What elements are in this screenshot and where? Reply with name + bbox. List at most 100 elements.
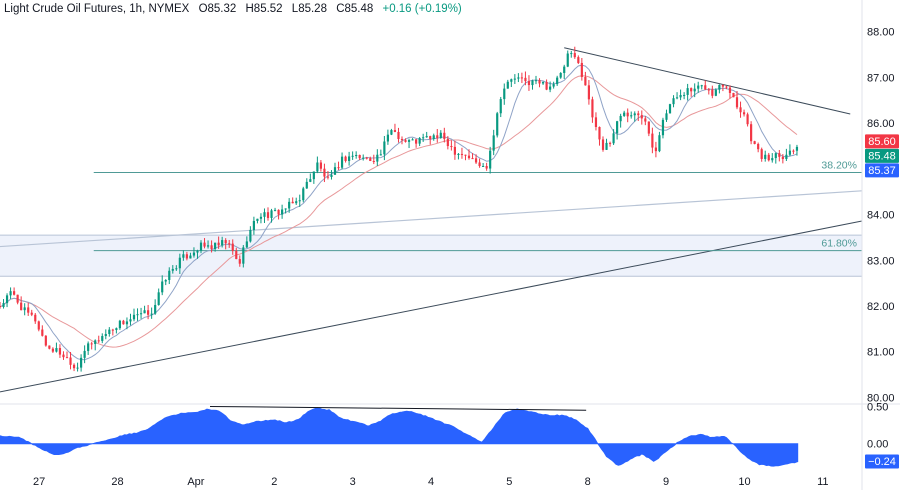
- candle-body: [665, 113, 668, 120]
- candle-body: [5, 295, 9, 304]
- candle-body: [795, 146, 799, 151]
- oscillator-divergence-line[interactable]: [210, 405, 587, 411]
- price-label-text: 85.37: [868, 165, 896, 177]
- candle-body: [616, 121, 619, 134]
- candle-body: [118, 320, 121, 329]
- candle-body: [771, 158, 774, 161]
- trendline[interactable]: [0, 220, 863, 393]
- time-axis-tick: 9: [663, 476, 669, 488]
- candle-body: [718, 84, 721, 90]
- candle-body: [302, 188, 305, 201]
- candle-body: [263, 212, 266, 217]
- candle-body: [13, 291, 16, 295]
- candle-body: [474, 158, 478, 163]
- price-label-box: [865, 163, 899, 178]
- candle-body: [288, 201, 291, 209]
- candle-body: [742, 112, 746, 115]
- candle-body: [125, 321, 129, 325]
- candle-body: [62, 354, 65, 358]
- candle-body: [517, 77, 520, 79]
- candle-body: [506, 81, 509, 89]
- candle-body: [411, 139, 414, 141]
- candle-body: [266, 212, 270, 218]
- candle-body: [591, 99, 594, 118]
- candle-body: [489, 150, 492, 169]
- upper-channel-line[interactable]: [0, 190, 863, 248]
- candle-body: [199, 242, 203, 251]
- candle-body: [9, 291, 12, 296]
- candle-body: [746, 114, 749, 125]
- candle-body: [386, 134, 389, 142]
- candle-body: [686, 88, 689, 95]
- price-axis-tick: 81.00: [867, 347, 895, 359]
- candle-body: [358, 155, 361, 159]
- candle-body: [605, 142, 608, 150]
- candle-body: [446, 138, 449, 147]
- candle-body: [672, 98, 675, 105]
- candle-body: [397, 131, 400, 139]
- candle-body: [206, 245, 210, 247]
- candle-body: [348, 156, 351, 161]
- candle-body: [598, 126, 601, 140]
- candle-body: [217, 242, 220, 246]
- candle-body: [228, 243, 231, 245]
- candle-body: [601, 139, 605, 150]
- time-axis-tick: 10: [738, 476, 750, 488]
- candle-body: [630, 115, 633, 117]
- candle-body: [750, 124, 753, 142]
- candle-body: [372, 161, 375, 163]
- time-axis-tick: 8: [585, 476, 591, 488]
- candle-body: [69, 357, 72, 365]
- candle-body: [55, 348, 58, 352]
- candle-body: [594, 117, 598, 127]
- candle-body: [675, 97, 679, 99]
- candle-body: [115, 328, 118, 330]
- symbol-title: Light Crude Oil Futures, 1h, NYMEX: [4, 3, 190, 15]
- candle-body: [51, 348, 54, 352]
- candle-body: [492, 135, 495, 151]
- candle-body: [781, 156, 784, 160]
- candle-body: [284, 208, 287, 210]
- candle-body: [538, 80, 541, 84]
- candle-body: [545, 81, 548, 90]
- oscillator-area: [0, 407, 799, 467]
- candle-body: [249, 229, 252, 242]
- candle-body: [168, 270, 171, 281]
- candle-body: [196, 250, 199, 253]
- candle-body: [690, 88, 693, 92]
- candle-body: [369, 158, 372, 162]
- candle-body: [577, 57, 580, 63]
- candle-body: [757, 143, 760, 150]
- chart-legend: Light Crude Oil Futures, 1h, NYMEX O85.3…: [4, 3, 462, 15]
- candle-body: [580, 62, 583, 77]
- candle-body: [355, 155, 358, 157]
- candle-body: [393, 130, 397, 132]
- candle-body: [767, 154, 770, 161]
- candle-body: [633, 113, 636, 116]
- candle-body: [147, 310, 150, 315]
- trendline[interactable]: [564, 47, 851, 115]
- candle-body: [305, 181, 308, 189]
- candle-body: [270, 210, 273, 218]
- candle-body: [464, 154, 467, 156]
- candle-body: [792, 150, 795, 152]
- candle-body: [390, 130, 393, 135]
- candle-body: [570, 53, 573, 55]
- candle-body: [478, 162, 481, 167]
- candle-body: [161, 281, 164, 293]
- candle-body: [58, 348, 62, 355]
- candle-body: [143, 310, 146, 314]
- candle-body: [37, 321, 40, 330]
- candle-body: [41, 329, 44, 336]
- candle-body: [496, 113, 499, 136]
- candle-body: [175, 268, 178, 270]
- candle-body: [0, 306, 2, 307]
- candle-body: [753, 141, 756, 144]
- candle-body: [400, 138, 404, 141]
- candle-body: [132, 314, 136, 320]
- candle-body: [467, 155, 471, 159]
- candle-body: [612, 133, 615, 144]
- candle-body: [503, 88, 506, 100]
- candle-body: [683, 94, 686, 96]
